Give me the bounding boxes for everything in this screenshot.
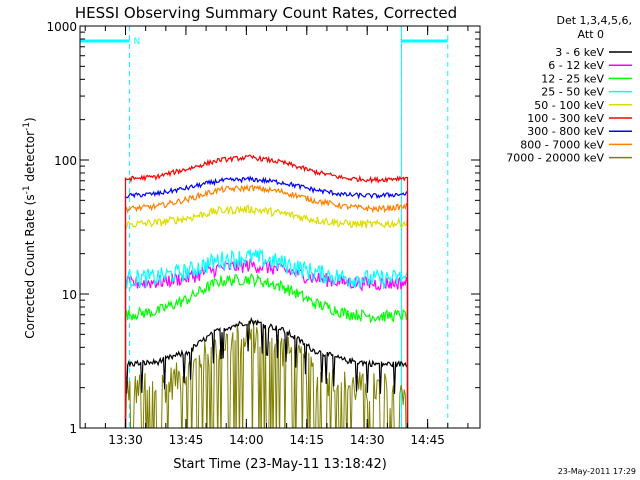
y-tick-label-3: 100 — [54, 154, 77, 168]
x-tick-label-6: 14:45 — [410, 433, 445, 447]
plot-frame — [79, 25, 481, 429]
plot-clip: N — [80, 26, 449, 428]
x-tick-label-4: 14:15 — [289, 433, 324, 447]
series-line-4 — [124, 247, 409, 428]
legend-label-5: 50 - 100 keV — [534, 99, 604, 112]
y-axis-label-mid: detector — [23, 131, 37, 186]
y-axis-label-main: Corrected Count Rate (s — [23, 194, 37, 338]
legend-header-line-2: Att 0 — [578, 28, 604, 41]
legend-label-1: 3 - 6 keV — [555, 46, 604, 59]
legend-label-6: 100 - 300 keV — [527, 112, 604, 125]
series-line-5 — [124, 204, 409, 428]
legend-header-line-1: Det 1,3,4,5,6, — [556, 14, 632, 27]
series-line-3 — [124, 272, 409, 428]
y-tick-label-2: 10 — [62, 288, 77, 302]
x-tick-label-1: 13:30 — [108, 433, 143, 447]
y-axis-label-end: ) — [23, 117, 37, 122]
legend-label-9: 7000 - 20000 keV — [506, 152, 604, 165]
legend-label-3: 12 - 25 keV — [541, 72, 604, 85]
footer-timestamp: 23-May-2011 17:29 — [558, 467, 636, 476]
y-axis-label-sup1: -1 — [22, 185, 32, 194]
legend-label-2: 6 - 12 keV — [548, 59, 604, 72]
y-axis-label-sup2: -1 — [22, 122, 32, 131]
x-tick-label-2: 13:45 — [169, 433, 204, 447]
series-line-1 — [124, 316, 409, 428]
series-line-6 — [124, 154, 409, 428]
chart-title: HESSI Observing Summary Count Rates, Cor… — [75, 4, 457, 22]
x-tick-label-5: 14:30 — [350, 433, 385, 447]
y-axis-label: Corrected Count Rate (s-1 detector-1) — [22, 117, 37, 338]
plot-area: N — [80, 26, 449, 428]
x-axis-label: Start Time (23-May-11 13:18:42) — [173, 457, 387, 472]
x-tick-label-3: 14:00 — [229, 433, 264, 447]
series-line-9 — [125, 320, 408, 428]
y-tick-label-4: 1000 — [46, 20, 77, 34]
legend-label-8: 800 - 7000 keV — [520, 138, 604, 151]
series-line-7 — [124, 175, 409, 428]
series-line-8 — [124, 183, 409, 428]
axes: 1 10 100 1000 13:30 13:45 14:00 14:15 14:30 14:45 — [46, 20, 481, 447]
y-tick-label-1: 1 — [69, 422, 77, 436]
legend-label-7: 300 - 800 keV — [527, 125, 604, 138]
saa-label: N — [134, 37, 141, 47]
legend-label-4: 25 - 50 keV — [541, 86, 604, 99]
